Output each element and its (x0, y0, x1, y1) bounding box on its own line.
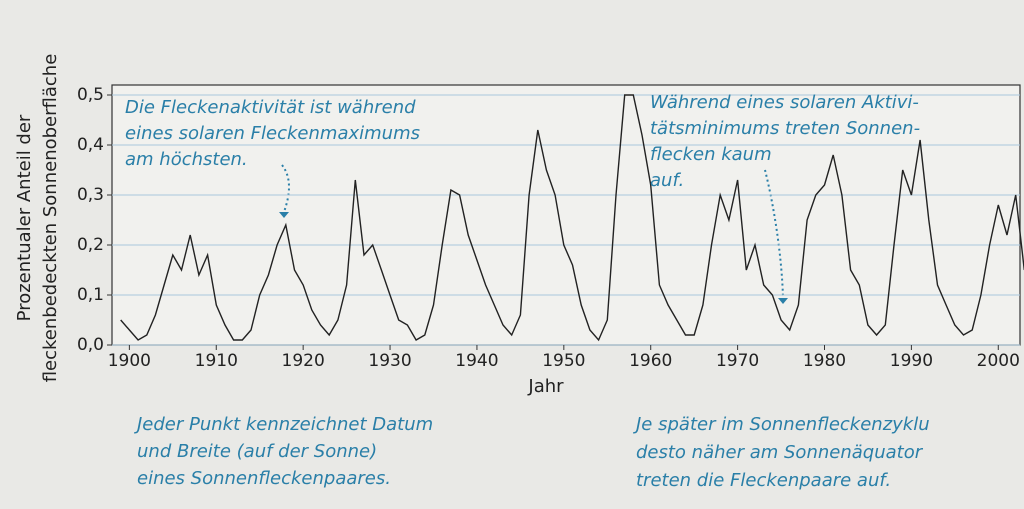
x-tick-label: 1940 (455, 351, 498, 371)
annotation: und Breite (auf der Sonne) (137, 441, 377, 462)
arrow-head (279, 212, 289, 218)
y-tick-label: 0,0 (77, 335, 104, 355)
annotation: eines solaren Fleckenmaximums (125, 123, 420, 144)
x-axis-label: Jahr (527, 376, 564, 397)
annotation: flecken kaum (650, 144, 772, 165)
annotation: treten die Fleckenpaare auf. (636, 470, 891, 491)
x-tick-label: 1980 (803, 351, 846, 371)
x-tick-label: 2000 (977, 351, 1020, 371)
annotation: tätsminimums treten Sonnen- (650, 118, 920, 139)
x-tick-label: 1990 (890, 351, 933, 371)
y-tick-label: 0,2 (77, 235, 104, 255)
annotation: am höchsten. (125, 149, 248, 170)
arrow-head (778, 298, 788, 304)
annotation: eines Sonnenfleckenpaares. (137, 468, 391, 489)
x-tick-label: 1920 (282, 351, 325, 371)
annotation: auf. (650, 170, 684, 191)
x-tick-label: 1900 (108, 351, 151, 371)
annotation: Die Fleckenaktivität ist während (125, 97, 416, 118)
x-tick-label: 1950 (542, 351, 585, 371)
x-tick-label: 1970 (716, 351, 759, 371)
y-tick-label: 0,5 (77, 85, 104, 105)
plot-area (111, 84, 1021, 346)
y-tick-label: 0,3 (77, 185, 104, 205)
annotation: Während eines solaren Aktivi- (650, 92, 919, 113)
data-line (120, 94, 1024, 342)
y-axis-label: fleckenbedeckten Sonnenoberfläche (40, 54, 61, 383)
y-tick-label: 0,1 (77, 285, 104, 305)
x-tick-label: 1960 (629, 351, 672, 371)
annotation: Je später im Sonnenfleckenzyklu (633, 414, 930, 435)
x-tick-label: 1910 (195, 351, 238, 371)
x-tick-label: 1930 (368, 351, 411, 371)
annotation: Jeder Punkt kennzeichnet Datum (134, 414, 433, 435)
annotation: desto näher am Sonnenäquator (636, 442, 924, 463)
arrow (764, 169, 784, 299)
y-axis-label: Prozentualer Anteil der (14, 114, 35, 321)
y-tick-label: 0,4 (77, 135, 104, 155)
